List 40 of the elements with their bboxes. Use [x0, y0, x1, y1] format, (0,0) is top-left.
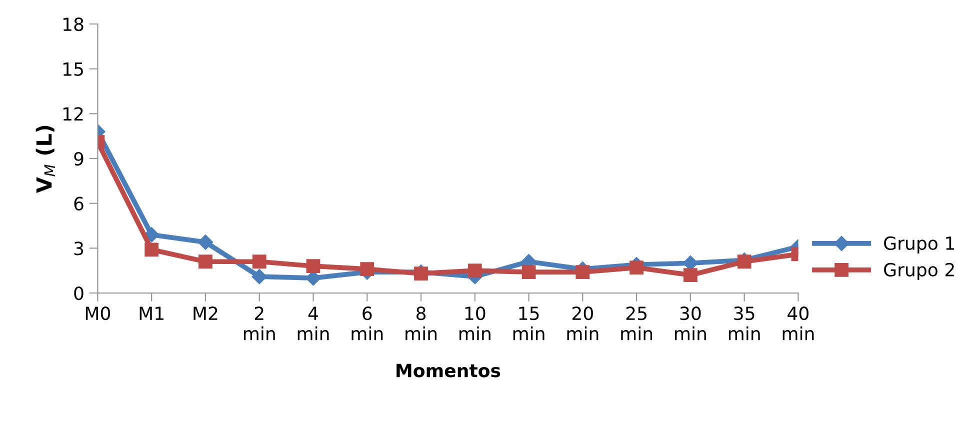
point: [522, 265, 536, 280]
point: [630, 260, 644, 275]
x-tick-label: 20 min: [567, 306, 598, 340]
x-tick-label: 2 min: [244, 306, 275, 340]
x-tick-label: 10 min: [460, 306, 490, 340]
x-tick-label: 40 min: [782, 306, 814, 340]
x-tick-label: 25 min: [621, 306, 652, 340]
x-axis-title: Momentos: [396, 364, 500, 378]
y-tick-label: 6: [74, 196, 84, 210]
point: [144, 242, 159, 257]
point: [198, 234, 214, 250]
y-tick-label: 9: [74, 152, 84, 166]
point: [683, 268, 698, 282]
y-tick-label: 3: [74, 242, 84, 256]
point: [414, 266, 428, 281]
y-tick-label: 18: [64, 17, 84, 32]
point: [360, 262, 374, 276]
x-tick-label: M1: [140, 306, 164, 320]
legend-label: Grupo 1: [884, 236, 954, 254]
point: [252, 269, 267, 284]
x-tick-label: 8 min: [406, 306, 437, 340]
y-tick-label: 0: [74, 286, 84, 300]
y-tick-label: 15: [64, 62, 83, 76]
point: [576, 265, 590, 280]
point: [198, 254, 212, 269]
point: [144, 227, 160, 242]
x-tick-label: M2: [194, 306, 218, 320]
x-tick-label: 15 min: [513, 306, 544, 340]
x-tick-label: 30 min: [675, 306, 706, 340]
legend-label: Grupo 2: [884, 262, 954, 280]
x-tick-label: 35 min: [728, 306, 760, 340]
x-tick-label: M0: [86, 306, 110, 320]
point: [306, 259, 320, 274]
x-tick-label: 6 min: [352, 306, 383, 340]
y-tick-label: 12: [64, 107, 83, 121]
point: [252, 254, 266, 269]
point: [737, 254, 752, 269]
point: [468, 264, 482, 278]
x-tick-label: 4 min: [298, 306, 329, 340]
y-axis-title: V$_{M}$ (L): [36, 126, 56, 193]
